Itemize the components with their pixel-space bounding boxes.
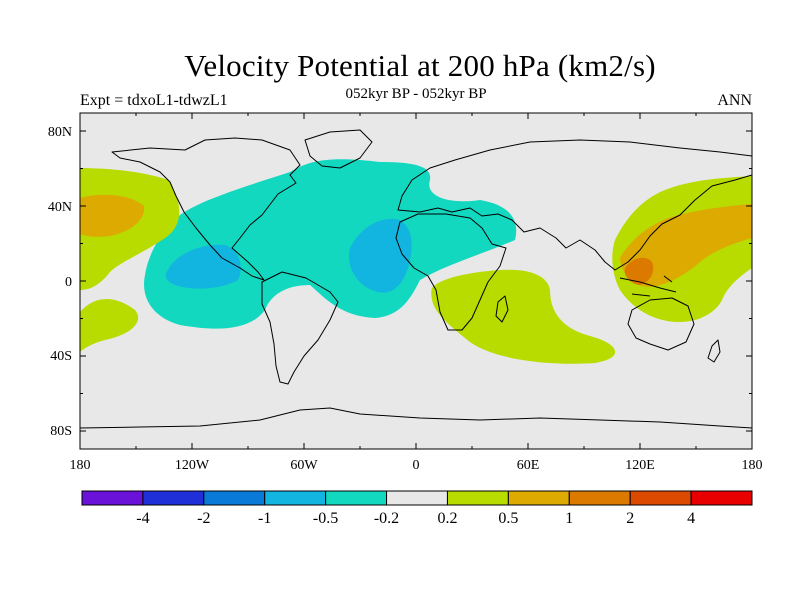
positive-core-ne-pacific [80,194,145,237]
colorbar-label: 0.2 [438,510,458,527]
colorbar-swatch [386,490,448,506]
colorbar-label: -2 [197,510,210,527]
lat-tick-label: 80N [48,125,72,140]
colorbar-swatch [264,490,327,506]
colorbar-label: 0.5 [498,510,518,527]
colorbar-label: 4 [687,510,695,527]
colorbar-label: -0.5 [313,510,338,527]
axis-ticks [79,113,753,449]
lon-tick-label: 60E [517,458,540,473]
colorbar-swatch [446,490,509,506]
colorbar-swatch [325,490,388,506]
map-subtitle: 052kyr BP - 052kyr BP [345,86,487,102]
lat-tick-label: 40S [50,349,72,364]
positive-max-west-pacific [624,257,654,285]
coastline-antarctica [80,407,752,429]
contour-fill-layer [80,129,752,429]
coastline-greenland [304,129,373,169]
lon-tick-label: 0 [413,458,420,473]
lat-tick-label: 40N [48,200,72,215]
colorbar-label: 2 [626,510,634,527]
colorbar-swatch [203,490,266,506]
colorbar-label: -4 [136,510,149,527]
coastline-north-america [111,137,301,281]
lon-tick-label: 180 [70,458,91,473]
coastline-eurasia [397,139,752,271]
positive-region-indian-ocean [431,269,616,364]
coastline-new-zealand [707,339,721,363]
colorbar-swatch [81,490,144,506]
colorbar-swatch [629,490,692,506]
coastline-australia [627,297,695,351]
colorbar-swatch [690,490,753,506]
lon-tick-label: 60W [290,458,318,473]
colorbar-swatch [507,490,570,506]
coastline-south-america [261,271,339,385]
season-label: ANN [717,92,752,109]
lon-tick-labels: 180 120W 60W 0 60E 120E 180 [70,458,763,473]
lat-tick-label: 80S [50,424,72,439]
colorbar-label: -1 [258,510,271,527]
lon-tick-label: 120E [625,458,655,473]
lon-tick-label: 120W [175,458,210,473]
colorbar [81,490,753,506]
colorbar-swatch [142,490,205,506]
colorbar-swatch [568,490,631,506]
negative-region-atlantic [144,159,517,329]
colorbar-label: -0.2 [374,510,399,527]
lat-tick-label: 0 [65,275,72,290]
coastline-madagascar [495,295,509,323]
lon-tick-label: 180 [742,458,763,473]
colorbar-labels: -4 -2 -1 -0.5 -0.2 0.2 0.5 1 2 4 [136,510,695,527]
positive-region-sw-pacific [80,298,139,352]
coastlines [80,129,752,429]
colorbar-label: 1 [565,510,573,527]
coastline-maritime-continent [619,275,677,297]
coastline-africa [395,213,507,331]
map-title: Velocity Potential at 200 hPa (km2/s) [184,48,656,83]
negative-core-pacific [165,244,241,289]
lat-tick-labels: 80N 40N 0 40S 80S [48,125,72,439]
experiment-label: Expt = tdxoL1-tdwzL1 [80,92,228,109]
